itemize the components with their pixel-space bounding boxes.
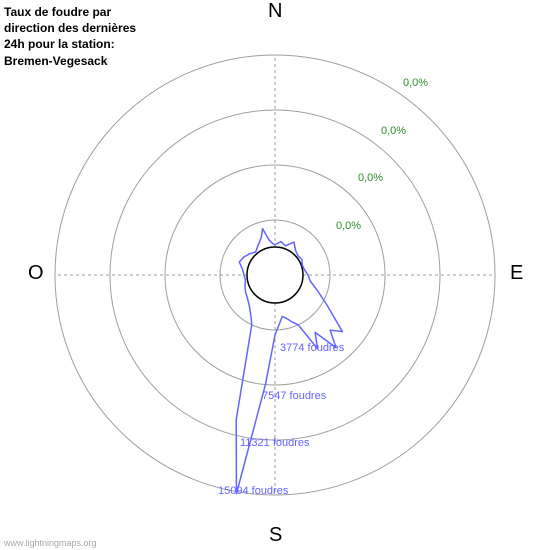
ring-label: 0,0% bbox=[336, 220, 361, 232]
chart-title: Taux de foudre par direction des dernièr… bbox=[4, 4, 144, 69]
cardinal-e: E bbox=[510, 262, 523, 285]
ring-label: 11321 foudres bbox=[240, 437, 310, 449]
cardinal-s: S bbox=[269, 524, 282, 547]
polar-chart-container: Taux de foudre par direction des dernièr… bbox=[0, 0, 550, 550]
polar-chart-svg bbox=[0, 0, 550, 550]
ring-label: 0,0% bbox=[403, 77, 428, 89]
ring-label: 15094 foudres bbox=[218, 485, 288, 497]
cardinal-o: O bbox=[28, 262, 44, 285]
watermark: www.lightningmaps.org bbox=[4, 538, 97, 548]
ring-label: 7547 foudres bbox=[262, 390, 326, 402]
ring-label: 0,0% bbox=[381, 125, 406, 137]
ring-label: 0,0% bbox=[358, 172, 383, 184]
cardinal-n: N bbox=[268, 0, 282, 23]
ring-label: 3774 foudres bbox=[280, 342, 344, 354]
